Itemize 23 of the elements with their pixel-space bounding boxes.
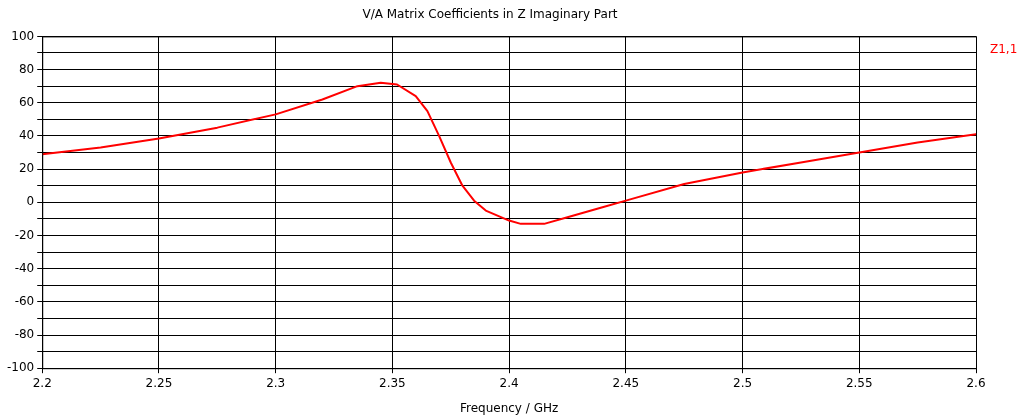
x-axis-title: Frequency / GHz — [459, 400, 559, 415]
x-tick-label: 2.5 — [733, 375, 753, 390]
y-tick-label: 40 — [18, 128, 35, 143]
y-tick-label: 20 — [18, 161, 35, 176]
x-tick-label: 2.45 — [612, 375, 640, 390]
x-tick-label: 2.25 — [145, 375, 173, 390]
y-tick-label: 60 — [18, 94, 35, 109]
x-tick-label: 2.3 — [266, 375, 286, 390]
x-tick-label: 2.6 — [966, 375, 986, 390]
x-tick-label: 2.4 — [499, 375, 519, 390]
x-tick-label: 2.55 — [845, 375, 873, 390]
x-tick-label: 2.35 — [379, 375, 406, 390]
x-tick-label: 2.2 — [32, 375, 52, 390]
y-tick-label: 100 — [11, 28, 35, 43]
text: Z1,1 — [990, 41, 1018, 56]
y-tick-label: -80 — [14, 327, 35, 342]
y-tick-label: -100 — [7, 360, 35, 375]
y-tick-label: 80 — [18, 61, 35, 76]
chart-title: V/A Matrix Coefficients in Z Imaginary Part — [362, 7, 618, 22]
y-tick-label: -60 — [14, 293, 35, 308]
y-tick-label: -40 — [14, 260, 35, 275]
y-tick-label: -20 — [14, 227, 35, 242]
y-tick-label: 0 — [26, 194, 35, 209]
